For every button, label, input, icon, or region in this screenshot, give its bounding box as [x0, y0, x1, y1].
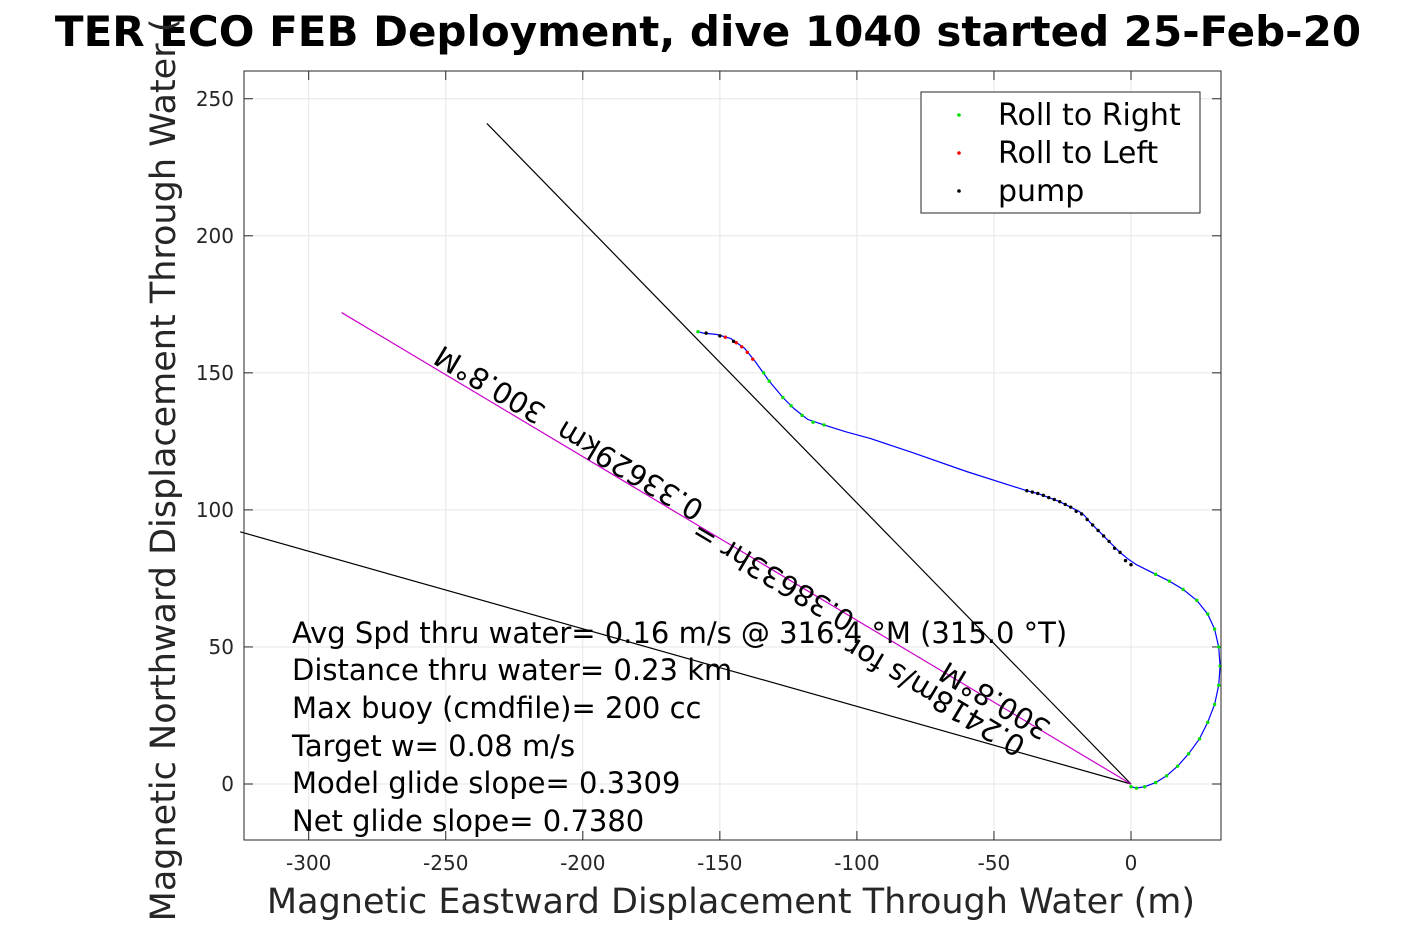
y-tick-label: 100 [196, 498, 234, 522]
legend-marker-roll-left [957, 151, 961, 155]
reference-line-1 [240, 531, 1132, 785]
pump-point [1096, 528, 1100, 533]
pump-point [1090, 523, 1095, 527]
roll-right-point [1206, 720, 1210, 725]
legend-label-pump: pump [998, 174, 1084, 209]
roll-right-point [811, 420, 815, 424]
legend-box [920, 91, 1201, 214]
pump-point [1058, 499, 1062, 504]
pump-point [1085, 517, 1089, 522]
roll-right-point [1206, 612, 1210, 616]
pump-point [731, 339, 736, 344]
x-tick-label: 0 [1125, 851, 1138, 875]
pump-point [1079, 512, 1084, 516]
reference-line-0 [486, 123, 1132, 785]
roll-right-point [762, 371, 766, 375]
track-markers [696, 330, 1222, 790]
y-tick-label: 250 [196, 87, 234, 111]
roll-right-point [1153, 572, 1158, 577]
x-tick-label: -50 [978, 851, 1011, 875]
pump-point [1129, 563, 1133, 567]
pump-point [1025, 489, 1029, 493]
roll-left-point [745, 350, 749, 354]
axis-ticks: -300 -250 -200 -150 -100 -50 0 0 50 100 150 200 250 [196, 71, 1221, 875]
pump-point [1101, 534, 1106, 538]
roll-left-point [723, 335, 728, 339]
annotation-max-buoy: Max buoy (cmdfile)= 200 cc [292, 691, 701, 725]
pump-point [1041, 493, 1045, 498]
x-tick-label: -300 [286, 851, 331, 875]
roll-right-point [1212, 627, 1217, 631]
annotation-avg-speed: Avg Spd thru water= 0.16 m/s @ 316.4 °M … [292, 616, 1067, 650]
annotation-net-glide: Net glide slope= 0.7380 [292, 804, 644, 838]
roll-right-point [1167, 579, 1172, 583]
pump-point [1107, 539, 1111, 544]
roll-right-point [1217, 645, 1221, 649]
y-tick-label: 150 [196, 361, 234, 385]
roll-right-point [1153, 780, 1158, 785]
pump-point [718, 334, 722, 338]
legend-label-roll-left: Roll to Left [998, 136, 1158, 171]
roll-right-point [1143, 785, 1147, 789]
x-tick-label: -100 [834, 851, 879, 875]
annotation-target-w: Target w= 0.08 m/s [291, 729, 575, 763]
roll-right-point [1217, 683, 1221, 688]
annotation-block: Avg Spd thru water= 0.16 m/s @ 316.4 °M … [291, 616, 1067, 838]
chart-title: TER ECO FEB Deployment, dive 1040 starte… [55, 7, 1361, 56]
legend: Roll to Right Roll to Left pump [920, 91, 1201, 214]
roll-right-point [1175, 764, 1180, 768]
roll-right-point [1212, 702, 1217, 707]
y-tick-label: 200 [196, 224, 234, 248]
x-tick-label: -250 [423, 851, 468, 875]
pump-point [1068, 505, 1073, 509]
roll-right-point [1195, 598, 1199, 603]
roll-right-point [822, 423, 826, 427]
roll-right-point [1186, 752, 1191, 756]
x-tick-label: -200 [560, 851, 605, 875]
legend-marker-roll-right [957, 113, 961, 117]
y-tick-label: 50 [209, 635, 234, 659]
x-tick-label: -150 [697, 851, 742, 875]
roll-right-point [767, 379, 771, 383]
roll-right-point [1197, 737, 1202, 741]
annotation-distance: Distance thru water= 0.23 km [292, 653, 732, 687]
pump-point [1052, 497, 1056, 502]
legend-marker-pump [957, 189, 961, 193]
roll-right-point [1181, 587, 1185, 592]
annotation-model-glide: Model glide slope= 0.3309 [292, 766, 680, 800]
y-tick-label: 0 [221, 772, 234, 796]
roll-right-point [789, 404, 793, 408]
pump-point [1036, 491, 1040, 496]
pump-point [1123, 558, 1128, 563]
roll-right-point [1164, 774, 1169, 778]
roll-right-point [781, 395, 785, 400]
pump-point [1074, 509, 1078, 513]
pump-point [1112, 546, 1117, 550]
pump-point [1118, 550, 1122, 555]
roll-right-point [1129, 785, 1133, 789]
legend-label-roll-right: Roll to Right [998, 98, 1181, 133]
grid [244, 71, 1221, 840]
roll-right-point [696, 330, 700, 334]
reference-line-2 [341, 312, 1132, 785]
pump-point [1047, 495, 1051, 500]
plot-frame [243, 70, 1222, 841]
roll-right-point [1134, 786, 1139, 790]
roll-right-point [800, 413, 804, 418]
x-axis-label: Magnetic Eastward Displacement Through W… [267, 882, 1195, 922]
pump-point [1030, 490, 1035, 494]
reference-lines [240, 123, 1132, 785]
pump-point [1063, 502, 1067, 507]
roll-left-point [751, 357, 755, 361]
roll-left-point [740, 345, 744, 349]
y-axis-label: Magnetic Northward Displacement Through … [144, 19, 184, 922]
roll-left-point [734, 340, 738, 345]
pump-point [704, 331, 708, 335]
